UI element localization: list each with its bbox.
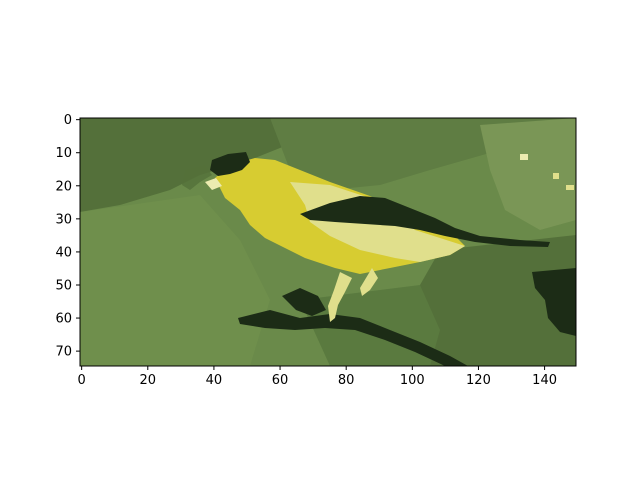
- branch-shadow: [238, 310, 468, 366]
- bird-beak: [205, 178, 222, 190]
- highlight-speck: [566, 185, 574, 190]
- x-tick-label: 0: [78, 373, 86, 388]
- y-tick-label: 30: [55, 212, 72, 227]
- y-tick-label: 50: [55, 278, 72, 293]
- x-axis: 0 20 40 60 80 100 120 140: [78, 366, 557, 388]
- bird-legs-2: [360, 268, 378, 296]
- x-tick-label: 40: [206, 373, 223, 388]
- background-dark-right: [410, 235, 576, 366]
- branch-shadow-upper: [282, 288, 326, 316]
- y-tick-label: 0: [64, 113, 72, 128]
- bird-outline-shadow: [182, 165, 212, 190]
- shadow-right: [532, 268, 576, 336]
- bird-image: [80, 118, 576, 366]
- bird-dark-wing: [300, 196, 550, 247]
- y-tick-label: 40: [55, 245, 72, 260]
- highlight-speck: [520, 154, 528, 160]
- background-light-upper-right: [480, 118, 576, 230]
- axes-frame: [79, 117, 577, 367]
- x-tick-label: 100: [400, 373, 425, 388]
- x-tick-label: 120: [466, 373, 491, 388]
- bird-legs: [328, 272, 352, 322]
- y-tick-label: 70: [55, 345, 72, 360]
- y-tick-label: 20: [55, 179, 72, 194]
- y-tick-label: 10: [55, 146, 72, 161]
- y-tick-label: 60: [55, 312, 72, 327]
- x-tick-label: 60: [272, 373, 289, 388]
- x-tick-label: 20: [140, 373, 157, 388]
- y-axis: 0 10 20 30 40 50 60 70: [55, 113, 80, 360]
- highlight-speck: [553, 173, 559, 179]
- x-tick-label: 140: [532, 373, 557, 388]
- background-light-lower-left: [80, 195, 270, 366]
- x-tick-label: 80: [338, 373, 355, 388]
- bird-cap: [210, 152, 250, 176]
